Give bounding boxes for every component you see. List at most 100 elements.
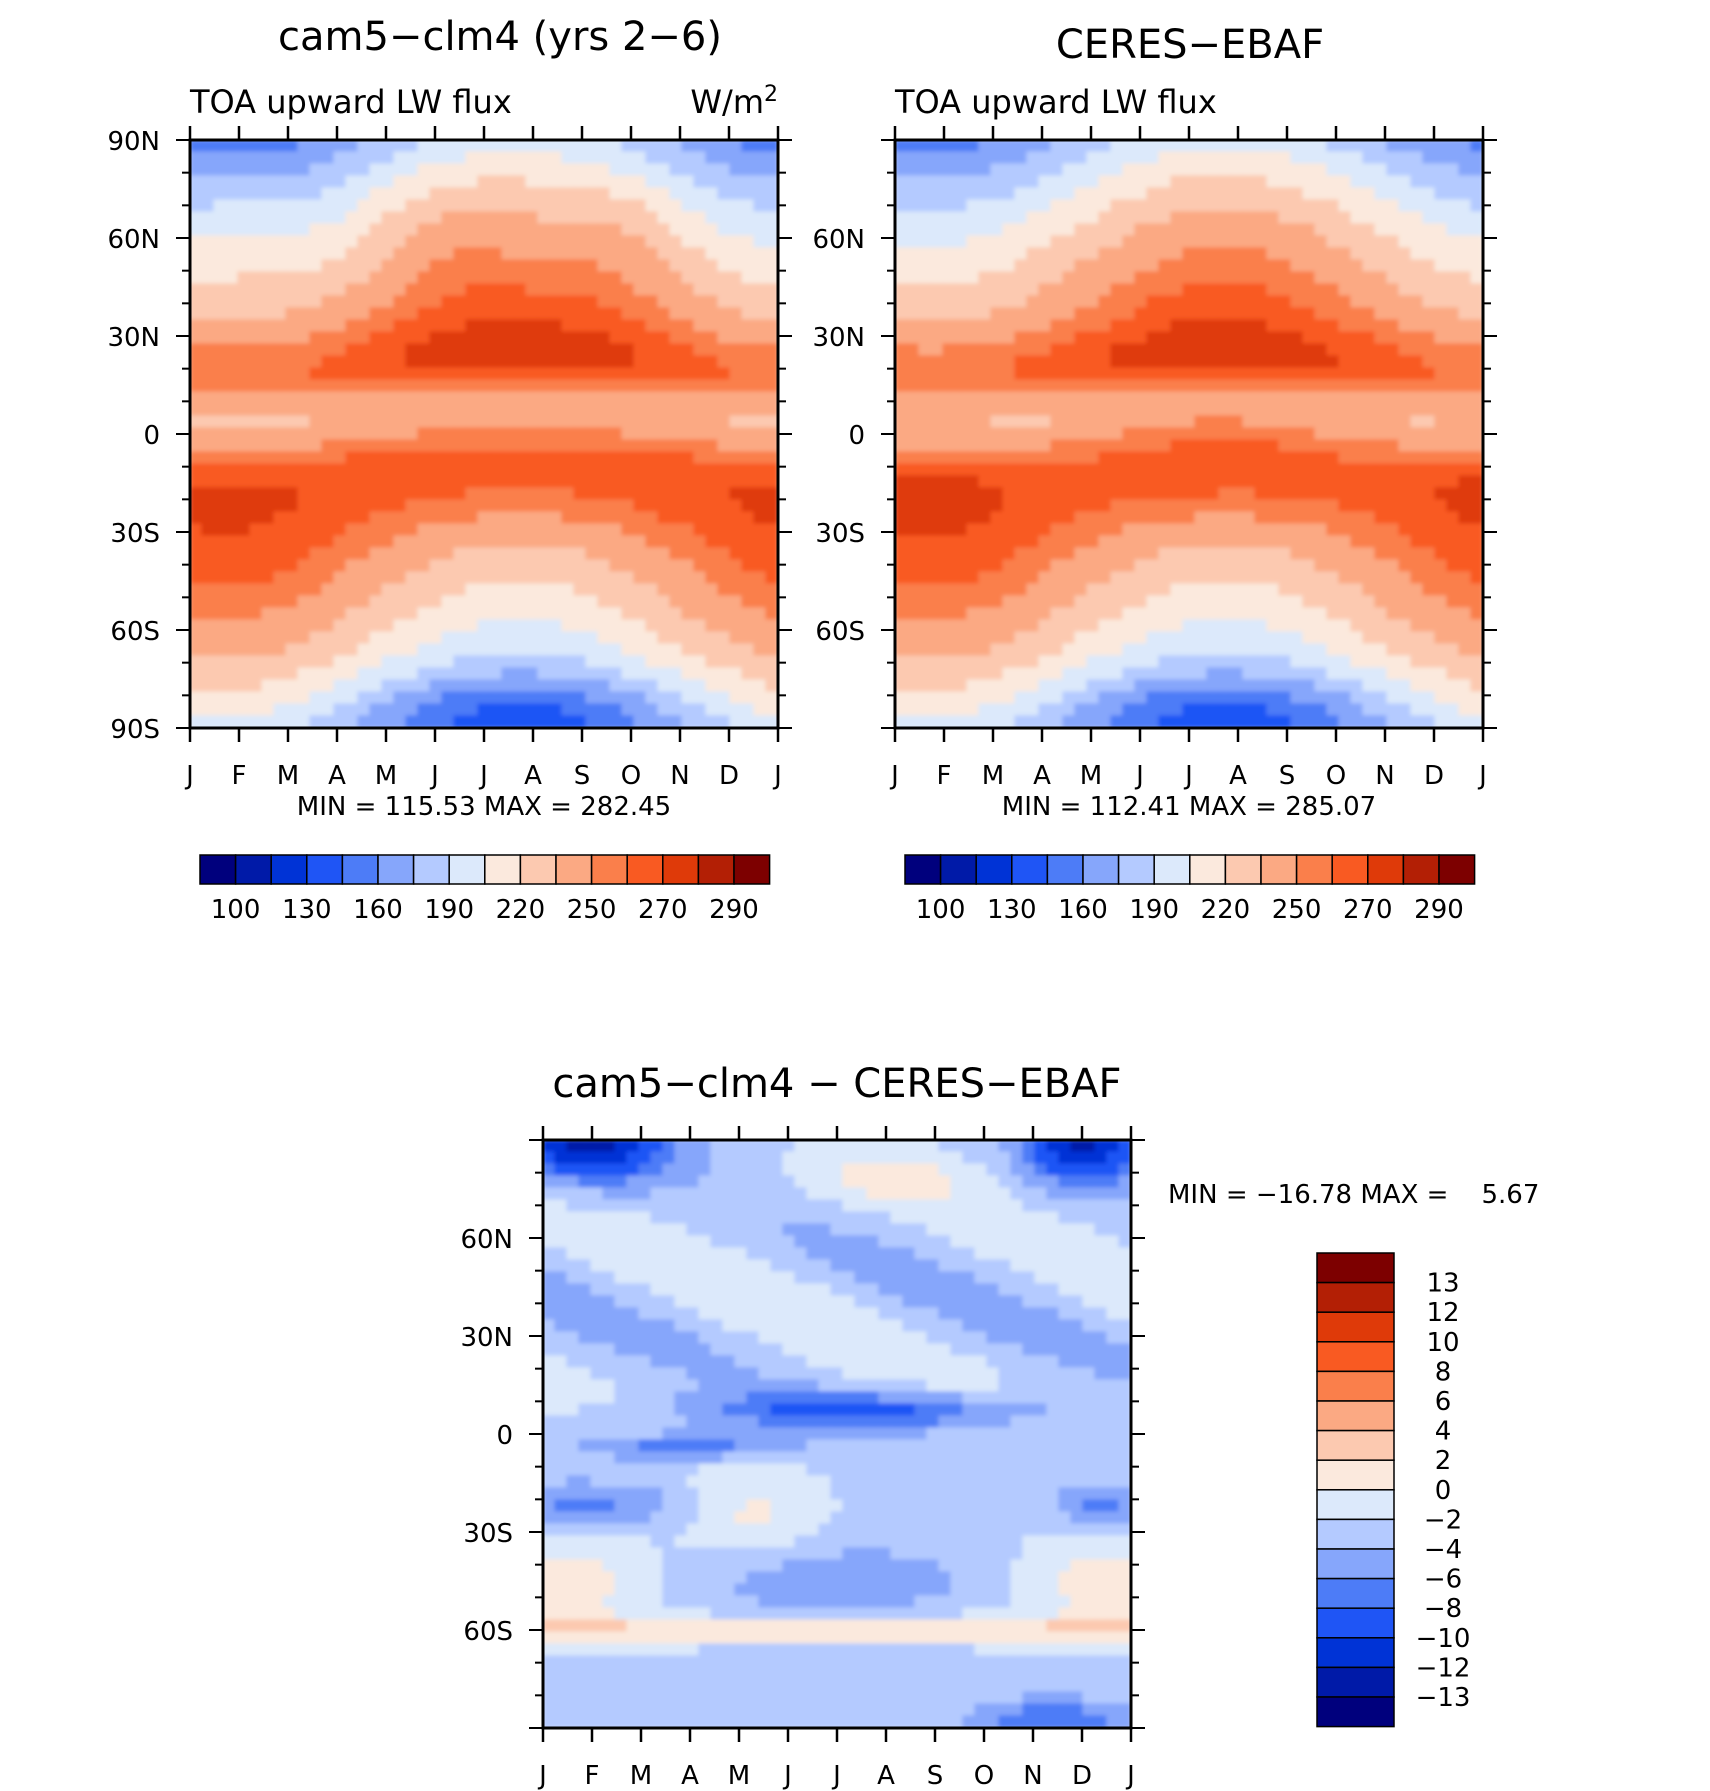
model-cell bbox=[285, 283, 299, 297]
obs-cell bbox=[1014, 223, 1028, 237]
obs-cell bbox=[978, 439, 992, 453]
model-cell bbox=[297, 607, 311, 621]
model-cell bbox=[333, 559, 347, 573]
obs-cell bbox=[1110, 235, 1124, 249]
obs-cell bbox=[1014, 343, 1028, 357]
obs-cell bbox=[1446, 475, 1460, 489]
model-cell bbox=[549, 331, 563, 345]
model-cell bbox=[513, 367, 527, 381]
model-cell bbox=[753, 679, 767, 693]
model-cell bbox=[693, 163, 707, 177]
obs-cell bbox=[930, 487, 944, 501]
model-cell bbox=[741, 667, 755, 681]
obs-cell bbox=[1314, 367, 1328, 381]
obs-cell bbox=[1122, 295, 1136, 309]
obs-cell bbox=[1170, 331, 1184, 345]
obs-cell bbox=[1434, 223, 1448, 237]
model-cell bbox=[537, 511, 551, 525]
obs-cell bbox=[1338, 499, 1352, 513]
obs-cell bbox=[1278, 679, 1292, 693]
model-cell bbox=[393, 140, 407, 153]
model-cell bbox=[213, 140, 227, 153]
obs-cell bbox=[918, 187, 932, 201]
obs-cell bbox=[1038, 487, 1052, 501]
model-cell bbox=[693, 367, 707, 381]
model-cell bbox=[417, 439, 431, 453]
obs-cell bbox=[1398, 523, 1412, 537]
model-cell bbox=[393, 499, 407, 513]
obs-cell bbox=[1098, 151, 1112, 165]
model-cell bbox=[441, 355, 455, 369]
model-cell bbox=[285, 415, 299, 429]
model-cell bbox=[190, 187, 203, 201]
model-cell bbox=[657, 163, 671, 177]
model-cell bbox=[537, 140, 551, 153]
obs-cell bbox=[1254, 199, 1268, 213]
obs-cell bbox=[1182, 199, 1196, 213]
obs-cell bbox=[1134, 319, 1148, 333]
obs-cell bbox=[1026, 343, 1040, 357]
model-cell bbox=[645, 631, 659, 645]
model-cell bbox=[501, 715, 515, 728]
model-cell bbox=[729, 151, 743, 165]
obs-cell bbox=[942, 235, 956, 249]
obs-cell bbox=[1446, 295, 1460, 309]
obs-cell bbox=[1206, 403, 1220, 417]
obs-cell bbox=[1170, 499, 1184, 513]
obs-cell bbox=[1086, 547, 1100, 561]
model-cell bbox=[765, 415, 778, 429]
model-cell bbox=[525, 319, 539, 333]
model-cell bbox=[225, 571, 239, 585]
model-cell bbox=[609, 559, 623, 573]
model-cell bbox=[465, 499, 479, 513]
model-cell bbox=[249, 163, 263, 177]
model-cell bbox=[201, 367, 215, 381]
obs-cell bbox=[1290, 499, 1304, 513]
obs-cell bbox=[1470, 187, 1483, 201]
model-cell bbox=[261, 571, 275, 585]
model-cell bbox=[225, 331, 239, 345]
obs-cell bbox=[1110, 343, 1124, 357]
model-cell bbox=[357, 607, 371, 621]
model-cell bbox=[621, 331, 635, 345]
obs-cell bbox=[1278, 379, 1292, 393]
obs-cell bbox=[1230, 367, 1244, 381]
model-cell bbox=[297, 499, 311, 513]
model-cell bbox=[525, 583, 539, 597]
model-cell bbox=[633, 463, 647, 477]
obs-cell bbox=[1242, 715, 1256, 728]
obs-cell bbox=[1062, 499, 1076, 513]
model-cell bbox=[549, 271, 563, 285]
model-cell bbox=[321, 247, 335, 261]
model-cell bbox=[345, 319, 359, 333]
model-cell bbox=[669, 223, 683, 237]
obs-cell bbox=[1362, 595, 1376, 609]
obs-cell bbox=[1134, 655, 1148, 669]
model-cell bbox=[441, 703, 455, 717]
model-cell bbox=[585, 595, 599, 609]
model-cell bbox=[609, 535, 623, 549]
obs-cell bbox=[1230, 295, 1244, 309]
model-cell bbox=[285, 367, 299, 381]
model-cell bbox=[753, 140, 767, 153]
obs-cell bbox=[1350, 307, 1364, 321]
model-cell bbox=[477, 487, 491, 501]
model-cell bbox=[597, 655, 611, 669]
model-cell bbox=[765, 487, 778, 501]
model-cell bbox=[309, 559, 323, 573]
model-cell bbox=[285, 391, 299, 405]
obs-cell bbox=[1110, 163, 1124, 177]
obs-cell bbox=[1350, 247, 1364, 261]
obs-cell bbox=[1086, 475, 1100, 489]
model-cell bbox=[357, 259, 371, 273]
obs-cell bbox=[1062, 391, 1076, 405]
model-cell bbox=[489, 295, 503, 309]
obs-cell bbox=[1410, 583, 1424, 597]
obs-cell bbox=[906, 547, 920, 561]
obs-cell bbox=[1170, 595, 1184, 609]
model-cell bbox=[765, 643, 778, 657]
obs-cell bbox=[990, 667, 1004, 681]
model-cell bbox=[501, 403, 515, 417]
obs-cell bbox=[918, 499, 932, 513]
model-cell bbox=[693, 295, 707, 309]
